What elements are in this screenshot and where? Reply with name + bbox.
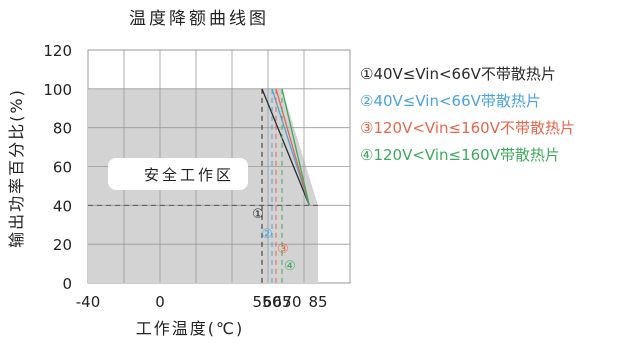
series-marker: ④ [284, 259, 296, 274]
x-axis-label: 工作温度(℃) [136, 319, 244, 338]
safe-area-label-box: 安全工作区 [108, 158, 248, 190]
x-tick-label: 0 [155, 293, 165, 311]
y-tick-label: 0 [62, 275, 72, 293]
x-tick-label: 60 [262, 293, 281, 311]
x-tick-label: 70 [282, 293, 301, 311]
x-tick-label: 85 [308, 293, 327, 311]
legend: ①40V≤Vin<66V不带散热片 ②40V≤Vin<66V带散热片 ③120V<V… [360, 65, 575, 164]
y-tick-label: 120 [43, 42, 72, 60]
series-marker: ③ [277, 242, 289, 257]
series-4: ④ [281, 88, 310, 283]
legend-item-1: ①40V≤Vin<66V不带散热片 [360, 65, 556, 83]
series-derating-line [281, 88, 310, 206]
y-tick-label: 40 [53, 197, 72, 215]
series-1: ① [252, 88, 310, 283]
legend-item-3: ③120V<Vin≤160V不带散热片 [360, 119, 575, 137]
chart-title: 温度降额曲线图 [129, 9, 269, 29]
y-tick-label: 60 [53, 159, 72, 177]
y-tick-labels: 0 20 40 60 80 100 120 [43, 42, 72, 293]
x-tick-label: 55 [252, 293, 271, 311]
x-tick-label: -40 [76, 293, 101, 311]
y-tick-label: 20 [53, 236, 72, 254]
legend-item-4: ④120V<Vin≤160V带散热片 [360, 146, 560, 164]
safe-area-label: 安全工作区 [144, 166, 234, 184]
legend-item-2: ②40V≤Vin<66V带散热片 [360, 92, 541, 110]
x-tick-label: 65 [272, 293, 291, 311]
y-tick-label: 80 [53, 120, 72, 138]
series-marker: ② [261, 227, 273, 242]
series-lines: ① ②③ ④ [252, 88, 310, 283]
y-axis-label: 输出功率百分比(%) [7, 88, 26, 248]
series-derating-line [261, 88, 310, 206]
series-marker: ① [252, 207, 264, 222]
y-tick-label: 100 [43, 81, 72, 99]
